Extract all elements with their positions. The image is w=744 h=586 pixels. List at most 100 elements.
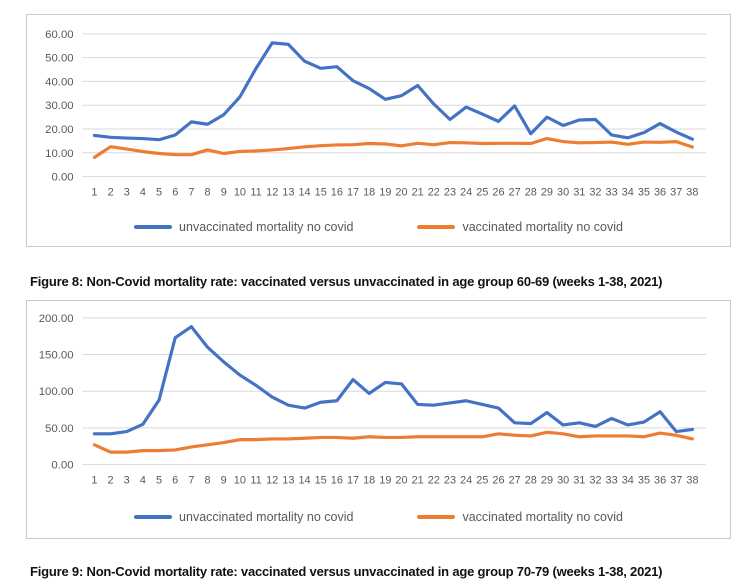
svg-text:33: 33 (606, 474, 618, 486)
figure8-chart-box: 60.00 50.00 40.00 30.00 20.00 10.00 0.00 1 2 3 4 5 6… (26, 14, 731, 247)
svg-text:37: 37 (670, 474, 682, 486)
svg-text:38: 38 (686, 474, 698, 486)
svg-text:35: 35 (638, 474, 650, 486)
svg-text:19: 19 (379, 474, 391, 486)
legend-line-swatch-vaccinated-icon (417, 225, 456, 229)
figure8-legend: unvaccinated mortality no covid vaccinat… (27, 220, 730, 234)
svg-text:11: 11 (250, 474, 261, 486)
svg-text:34: 34 (622, 186, 634, 198)
svg-text:17: 17 (347, 186, 359, 198)
svg-text:31: 31 (573, 186, 585, 198)
svg-text:2: 2 (108, 474, 114, 486)
svg-text:25: 25 (476, 474, 488, 486)
svg-text:20: 20 (395, 186, 407, 198)
figure8-caption: Figure 8: Non-Covid mortality rate: vacc… (30, 274, 663, 289)
svg-text:8: 8 (205, 474, 211, 486)
svg-text:11: 11 (250, 186, 261, 198)
svg-text:5: 5 (156, 186, 162, 198)
svg-text:27: 27 (509, 474, 521, 486)
svg-text:100.00: 100.00 (39, 386, 74, 398)
figure9-legend: unvaccinated mortality no covid vaccinat… (27, 510, 730, 524)
svg-text:34: 34 (622, 474, 634, 486)
svg-text:22: 22 (428, 186, 440, 198)
svg-text:3: 3 (124, 186, 130, 198)
legend-label-unvaccinated: unvaccinated mortality no covid (179, 510, 354, 524)
svg-text:21: 21 (412, 474, 424, 486)
svg-text:18: 18 (363, 186, 375, 198)
svg-text:26: 26 (492, 474, 504, 486)
svg-text:20: 20 (395, 474, 407, 486)
legend-item-unvaccinated: unvaccinated mortality no covid (134, 220, 353, 234)
svg-text:24: 24 (460, 474, 472, 486)
svg-text:37: 37 (670, 186, 682, 198)
legend-line-swatch-vaccinated-icon (417, 515, 456, 519)
svg-text:23: 23 (444, 186, 456, 198)
svg-text:32: 32 (589, 186, 601, 198)
svg-text:1: 1 (91, 474, 97, 486)
svg-text:33: 33 (606, 186, 618, 198)
svg-text:29: 29 (541, 474, 553, 486)
svg-text:38: 38 (686, 186, 698, 198)
svg-text:23: 23 (444, 474, 456, 486)
svg-text:22: 22 (428, 474, 440, 486)
svg-text:18: 18 (363, 474, 375, 486)
svg-text:36: 36 (654, 474, 666, 486)
svg-text:4: 4 (140, 186, 146, 198)
svg-text:0.00: 0.00 (51, 172, 73, 184)
svg-text:9: 9 (221, 186, 227, 198)
svg-text:30: 30 (557, 474, 569, 486)
svg-text:29: 29 (541, 186, 553, 198)
svg-text:3: 3 (124, 474, 130, 486)
svg-text:2: 2 (108, 186, 114, 198)
svg-text:40.00: 40.00 (45, 76, 74, 88)
svg-text:13: 13 (282, 474, 294, 486)
svg-text:21: 21 (412, 186, 424, 198)
svg-text:17: 17 (347, 474, 359, 486)
svg-text:14: 14 (298, 186, 310, 198)
svg-text:15: 15 (315, 186, 327, 198)
svg-text:16: 16 (331, 474, 343, 486)
svg-text:19: 19 (379, 186, 391, 198)
svg-text:50.00: 50.00 (45, 53, 74, 65)
legend-label-unvaccinated: unvaccinated mortality no covid (179, 220, 354, 234)
svg-text:7: 7 (188, 474, 194, 486)
svg-text:4: 4 (140, 474, 146, 486)
svg-text:16: 16 (331, 186, 343, 198)
svg-text:30: 30 (557, 186, 569, 198)
svg-text:13: 13 (282, 186, 294, 198)
svg-text:7: 7 (188, 186, 194, 198)
svg-text:1: 1 (91, 186, 97, 198)
figure9-caption: Figure 9: Non-Covid mortality rate: vacc… (30, 564, 663, 579)
svg-text:60.00: 60.00 (45, 29, 74, 41)
svg-text:26: 26 (492, 186, 504, 198)
legend-item-vaccinated: vaccinated mortality no covid (417, 220, 623, 234)
legend-item-vaccinated: vaccinated mortality no covid (417, 510, 623, 524)
svg-text:15: 15 (315, 474, 327, 486)
svg-text:30.00: 30.00 (45, 100, 74, 112)
svg-text:8: 8 (205, 186, 211, 198)
svg-text:31: 31 (573, 474, 585, 486)
svg-text:6: 6 (172, 186, 178, 198)
legend-label-vaccinated: vaccinated mortality no covid (462, 510, 623, 524)
legend-label-vaccinated: vaccinated mortality no covid (462, 220, 623, 234)
svg-text:150.00: 150.00 (39, 350, 74, 362)
svg-text:24: 24 (460, 186, 472, 198)
svg-text:9: 9 (221, 474, 227, 486)
svg-text:6: 6 (172, 474, 178, 486)
svg-text:0.00: 0.00 (51, 460, 73, 472)
svg-text:50.00: 50.00 (45, 423, 74, 435)
svg-text:10: 10 (234, 186, 246, 198)
legend-line-swatch-unvaccinated-icon (134, 515, 173, 519)
svg-text:28: 28 (525, 474, 537, 486)
svg-text:10: 10 (234, 474, 246, 486)
legend-item-unvaccinated: unvaccinated mortality no covid (134, 510, 353, 524)
figure9-chart-box: 200.00 150.00 100.00 50.00 0.00 1 2 3 4 5 6 7 8 9 10 11… (26, 300, 731, 539)
svg-text:25: 25 (476, 186, 488, 198)
svg-text:20.00: 20.00 (45, 124, 74, 136)
svg-text:12: 12 (266, 474, 278, 486)
svg-text:28: 28 (525, 186, 537, 198)
svg-text:36: 36 (654, 186, 666, 198)
svg-text:12: 12 (266, 186, 278, 198)
